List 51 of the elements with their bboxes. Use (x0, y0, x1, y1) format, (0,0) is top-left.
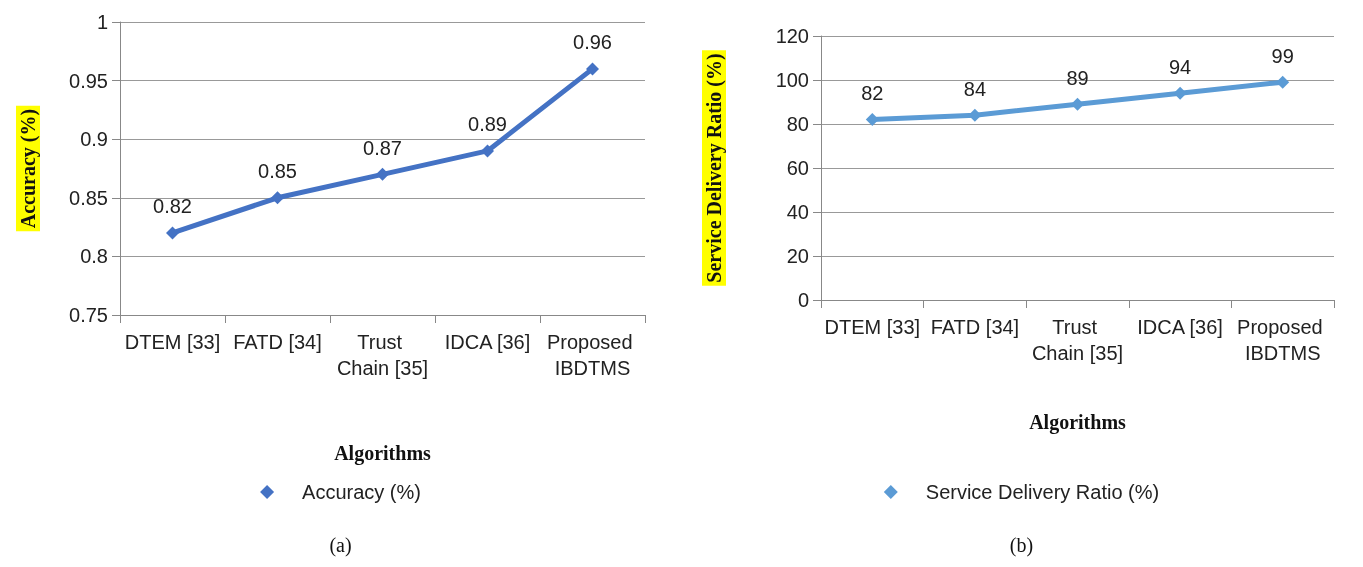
point (481, 144, 494, 158)
y-tick-label: 0.8 (80, 245, 108, 268)
y-tick-label: 100 (775, 69, 809, 91)
y-tick-label: 0.95 (69, 69, 108, 92)
y-axis-title: Service Delivery Ratio (%) (703, 53, 726, 283)
y-axis-title: Accuracy (%) (17, 108, 40, 229)
data-label: 0.82 (153, 195, 192, 218)
y-tick-label: 1 (96, 11, 108, 33)
x-tick-label: DTEM [33] (124, 331, 221, 353)
y-tick-label: 0.75 (69, 304, 108, 326)
y-tick-label: 120 (775, 25, 809, 47)
x-tick-label: Proposed IBDTMS (1237, 316, 1329, 364)
data-label: 82 (861, 82, 884, 105)
text: (a) (329, 534, 352, 557)
x-tick-label: IDCA [36] (1137, 316, 1223, 338)
data-label: 84 (963, 77, 987, 100)
text: (b) (1009, 534, 1034, 557)
point (1071, 97, 1084, 111)
x-tick-label: Trust Chain [35] (336, 331, 429, 379)
point (968, 108, 982, 122)
x-tick-label: DTEM [33] (824, 316, 921, 338)
point (1173, 86, 1187, 100)
y-tick-label: 0.85 (69, 186, 108, 209)
data-label: 0.89 (468, 113, 507, 136)
point (586, 62, 599, 76)
y-tick-label: 60 (786, 157, 809, 179)
data-label: 99 (1271, 44, 1294, 67)
data-label: 0.87 (363, 136, 402, 159)
x-tick-label: FATD [34] (930, 316, 1020, 338)
y-tick-label: 80 (786, 113, 809, 135)
y-tick-label: 0 (797, 289, 809, 311)
point (376, 167, 389, 181)
x-tick-label: Proposed IBDTMS (546, 331, 639, 379)
data-label: 0.85 (258, 160, 297, 183)
x-tick-label: FATD [34] (233, 331, 322, 353)
data-label: 89 (1066, 66, 1089, 89)
point (865, 113, 879, 127)
legend-label: Service Delivery Ratio (%) (925, 481, 1160, 503)
point (1276, 75, 1290, 89)
point (271, 191, 284, 205)
y-tick-label: 40 (786, 201, 809, 223)
data-label: 94 (1168, 55, 1192, 78)
point (166, 226, 179, 240)
y-tick-label: 20 (786, 245, 809, 267)
x-tick-label: Trust Chain [35] (1031, 316, 1124, 364)
y-tick-label: 0.9 (80, 128, 108, 151)
data-label: 0.96 (573, 31, 612, 54)
legend-label: Accuracy (%) (302, 481, 421, 503)
x-axis-title: Algorithms (1029, 411, 1127, 434)
x-axis-title: Algorithms (334, 442, 432, 465)
x-tick-label: IDCA [36] (444, 331, 531, 353)
